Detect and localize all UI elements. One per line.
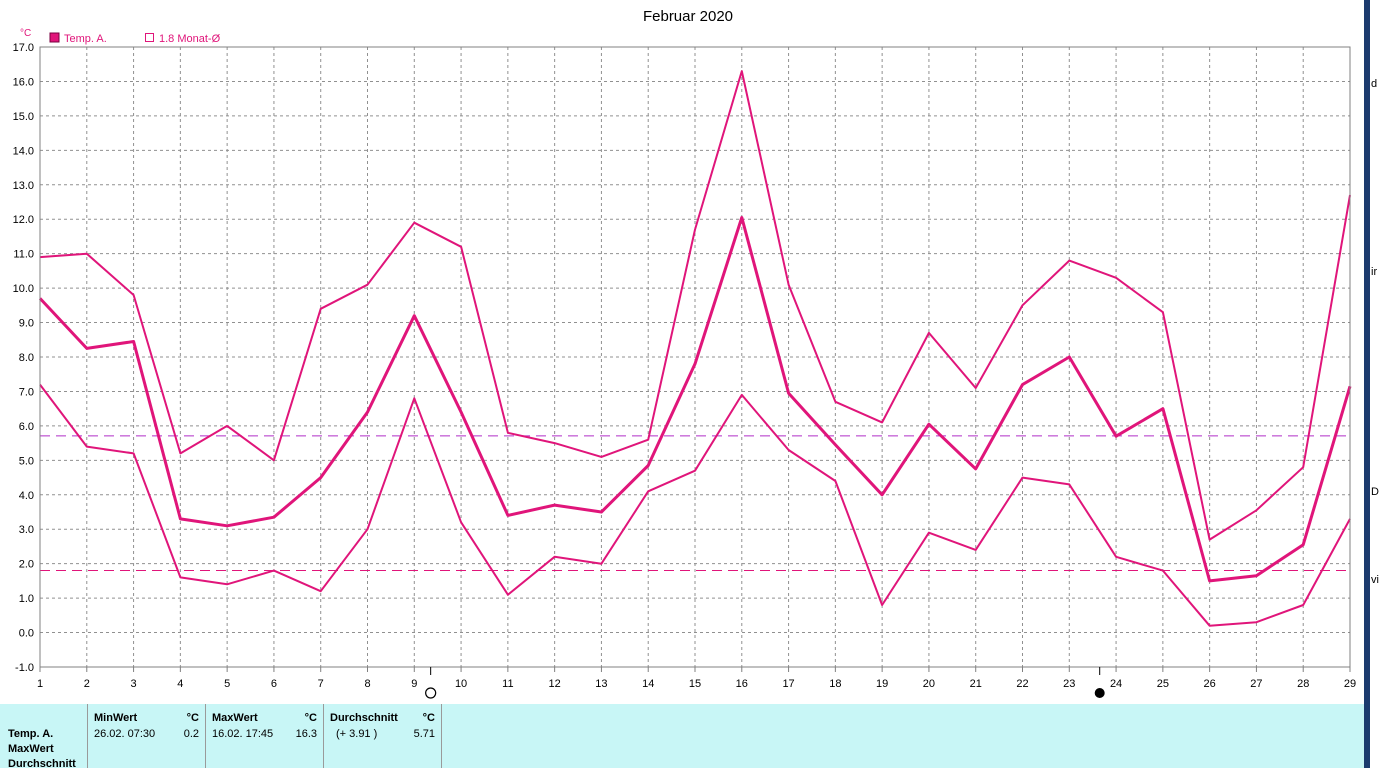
y-tick-label: 4.0 xyxy=(19,490,34,502)
x-tick-label: 25 xyxy=(1157,678,1169,690)
x-tick-label: 28 xyxy=(1297,678,1309,690)
x-tick-label: 4 xyxy=(177,678,183,690)
y-tick-label: 16.0 xyxy=(13,76,34,88)
stats-avg-column: Durchschnitt °C (+ 3.91 ) 5.71 xyxy=(324,704,442,768)
row-label-max: MaxWert xyxy=(8,743,54,755)
min-time: 26.02. 07:30 xyxy=(94,728,156,740)
y-tick-label: 11.0 xyxy=(13,249,34,261)
window-edge: d ir D vi xyxy=(1364,0,1381,768)
avg-value: 5.71 xyxy=(413,728,435,740)
edge-bar xyxy=(1364,0,1370,768)
x-tick-label: 2 xyxy=(84,678,90,690)
avg-unit: °C xyxy=(422,712,435,724)
x-tick-label: 9 xyxy=(411,678,417,690)
statistics-panel: Temp. A. MaxWert Durchschnitt MinWert °C… xyxy=(0,704,1364,770)
y-tick-label: 12.0 xyxy=(13,214,34,226)
row-label-avg: Durchschnitt xyxy=(8,758,76,770)
avg-delta: (+ 3.91 ) xyxy=(336,728,378,740)
x-tick-label: 17 xyxy=(782,678,794,690)
x-tick-label: 13 xyxy=(595,678,607,690)
y-tick-label: 2.0 xyxy=(19,559,34,571)
x-tick-label: 3 xyxy=(131,678,137,690)
new-moon-icon xyxy=(1094,688,1105,698)
legend-swatch-open xyxy=(145,33,154,42)
series-line-min xyxy=(39,383,1351,627)
x-tick-label: 29 xyxy=(1344,678,1356,690)
x-tick-label: 22 xyxy=(1016,678,1028,690)
series-line-average xyxy=(38,216,1352,583)
y-tick-label: 9.0 xyxy=(19,318,34,330)
x-tick-label: 1 xyxy=(37,678,43,690)
edge-text: d xyxy=(1371,78,1378,90)
stats-row-labels: Temp. A. MaxWert Durchschnitt xyxy=(0,704,88,770)
y-tick-label: 17.0 xyxy=(13,42,34,54)
x-axis: 1 2 3 4 5 6 7 8 9 10 11 12 13 14 15 16 17 18 19 20 21 22 23 24 2… xyxy=(37,667,1356,690)
y-axis: -1.0 0.0 1.0 2.0 3.0 4.0 5.0 6.0 7.0 8.0 9.0 10.0 11… xyxy=(13,42,34,674)
x-tick-label: 10 xyxy=(455,678,467,690)
full-moon-icon xyxy=(425,687,437,699)
x-tick-label: 21 xyxy=(970,678,982,690)
y-axis-unit: °C xyxy=(20,28,31,39)
stats-max-column: MaxWert °C 16.02. 17:45 16.3 xyxy=(206,704,324,768)
edge-text: D xyxy=(1371,486,1379,498)
y-tick-label: 1.0 xyxy=(19,593,34,605)
x-tick-label: 12 xyxy=(549,678,561,690)
y-tick-label: 10.0 xyxy=(13,283,34,295)
series-line-max xyxy=(39,70,1351,541)
max-value: 16.3 xyxy=(295,728,317,740)
x-tick-label: 24 xyxy=(1110,678,1122,690)
y-tick-label: 6.0 xyxy=(19,421,34,433)
series-lines xyxy=(38,70,1352,627)
legend-swatch-filled xyxy=(49,32,60,43)
x-tick-label: 27 xyxy=(1250,678,1262,690)
reference-lines xyxy=(40,435,1350,572)
row-label-temp: Temp. A. xyxy=(8,728,54,740)
y-tick-label: 5.0 xyxy=(19,455,34,467)
avg-header: Durchschnitt xyxy=(330,712,398,724)
moon-phases xyxy=(425,667,1105,699)
legend-label-temp: Temp. A. xyxy=(64,33,107,45)
y-tick-label: 8.0 xyxy=(19,352,34,364)
x-tick-label: 5 xyxy=(224,678,230,690)
min-unit: °C xyxy=(186,712,199,724)
x-tick-label: 18 xyxy=(829,678,841,690)
x-tick-label: 16 xyxy=(736,678,748,690)
edge-text: vi xyxy=(1371,574,1379,586)
legend: Temp. A. 1.8 Monat-Ø xyxy=(49,32,221,45)
x-tick-label: 19 xyxy=(876,678,888,690)
x-tick-label: 11 xyxy=(502,678,513,690)
max-header: MaxWert xyxy=(212,712,258,724)
max-time: 16.02. 17:45 xyxy=(212,728,274,740)
x-tick-label: 23 xyxy=(1063,678,1075,690)
x-tick-label: 7 xyxy=(318,678,324,690)
x-tick-label: 14 xyxy=(642,678,654,690)
min-header: MinWert xyxy=(94,712,138,724)
y-tick-label: 15.0 xyxy=(13,111,34,123)
grid xyxy=(39,46,1351,668)
y-tick-label: 7.0 xyxy=(19,386,34,398)
y-tick-label: -1.0 xyxy=(15,662,34,674)
y-tick-label: 0.0 xyxy=(19,628,34,640)
stats-min-column: MinWert °C 26.02. 07:30 0.2 xyxy=(88,704,206,768)
x-tick-label: 15 xyxy=(689,678,701,690)
x-tick-label: 6 xyxy=(271,678,277,690)
edge-text: ir xyxy=(1371,266,1378,278)
y-tick-label: 3.0 xyxy=(19,524,34,536)
y-tick-label: 14.0 xyxy=(13,145,34,157)
min-value: 0.2 xyxy=(183,728,199,740)
y-tick-label: 13.0 xyxy=(13,180,34,192)
max-unit: °C xyxy=(304,712,317,724)
x-tick-label: 20 xyxy=(923,678,935,690)
x-tick-label: 8 xyxy=(364,678,370,690)
legend-label-monthly-avg: 1.8 Monat-Ø xyxy=(159,33,221,45)
x-tick-label: 26 xyxy=(1204,678,1216,690)
temperature-chart: Februar 2020 °C Temp. A. 1.8 Monat-Ø -1.… xyxy=(13,8,1356,699)
chart-title: Februar 2020 xyxy=(643,8,733,25)
